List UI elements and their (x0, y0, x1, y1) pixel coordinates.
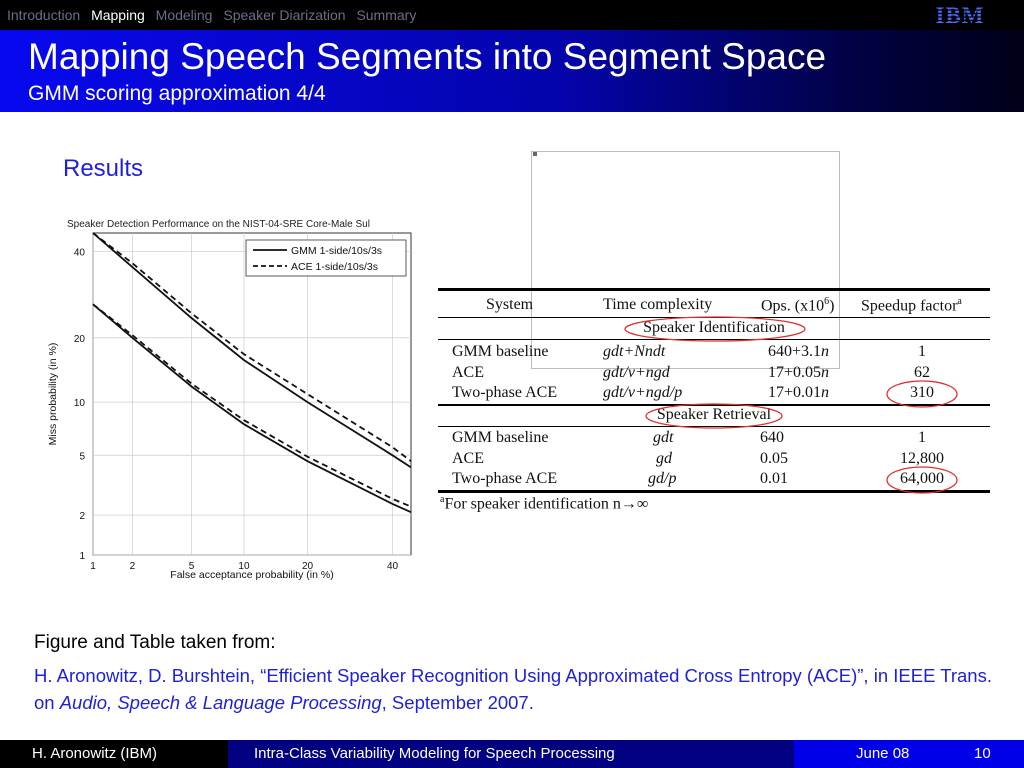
x-tick-label: 20 (302, 561, 314, 572)
y-tick-label: 20 (74, 334, 86, 345)
row2-ace-ops: 0.05 (760, 450, 788, 467)
table-rule-bottom (438, 490, 990, 493)
slide-footer: H. Aronowitz (IBM) Intra-Class Variabili… (0, 740, 1024, 768)
x-tick-label: 5 (189, 561, 195, 572)
slide-subtitle: GMM scoring approximation 4/4 (28, 82, 326, 105)
ibm-logo: IBM (932, 4, 988, 26)
row2-gmm-ops: 640 (760, 429, 784, 446)
header-bar: IBM (510, 0, 1024, 30)
row-ace-ops: 17+0.05n (768, 364, 830, 381)
highlight-speaker-retrieval (645, 403, 783, 429)
highlight-ellipses (624, 316, 958, 494)
row-ace-system: ACE (452, 364, 484, 381)
legend-label-ace: ACE 1-side/10s/3s (291, 261, 378, 273)
x-tick-label: 10 (238, 561, 250, 572)
table-rule-section2 (438, 426, 990, 427)
source-citation: H. Aronowitz, D. Burshtein, “Efficient S… (34, 665, 992, 713)
header-ops: Ops. (x106) (761, 296, 835, 315)
row2-ace-speedup: 12,800 (900, 450, 944, 467)
table-rule-section1 (438, 339, 990, 340)
y-axis-label: Miss probability (in %) (47, 343, 59, 446)
series-line-2 (92, 232, 412, 462)
row2-gmm-complexity: gdt (653, 429, 674, 446)
source-heading: Figure and Table taken from: (34, 632, 276, 653)
row-ace-complexity: gdt/v+ngd (603, 364, 670, 381)
row2-twophase-system: Two-phase ACE (452, 470, 558, 487)
title-bar (0, 30, 1024, 112)
footer-author-box: H. Aronowitz (IBM) (0, 740, 228, 768)
ibm-logo-text: IBM (936, 4, 985, 26)
section-speaker-retrieval: Speaker Retrieval (656, 406, 772, 423)
header-speedup: Speedup factora (861, 296, 962, 315)
x-tick-label: 40 (387, 561, 399, 572)
row-ace-speedup: 62 (914, 364, 930, 381)
footer-date-box: June 08 10 (794, 740, 1024, 768)
nav-item-modeling[interactable]: Modeling (155, 7, 213, 23)
section-speaker-identification: Speaker Identification (643, 319, 785, 336)
figure-placeholder-frame (531, 151, 840, 369)
highlight-64000 (886, 466, 958, 494)
nav-item-speaker-diarization[interactable]: Speaker Diarization (223, 7, 346, 23)
chart-legend: GMM 1-side/10s/3s ACE 1-side/10s/3s (245, 239, 407, 277)
x-tick-label: 2 (130, 561, 136, 572)
y-tick-label: 1 (79, 551, 85, 562)
series-line-3 (92, 303, 412, 514)
footer-date: June 08 (856, 745, 910, 762)
row2-ace-system: ACE (452, 450, 484, 467)
legend-label-gmm: GMM 1-side/10s/3s (291, 245, 382, 257)
highlight-speaker-identification (624, 316, 806, 342)
y-tick-label: 10 (74, 398, 86, 409)
x-tick-label: 1 (90, 561, 96, 572)
row-twophase-complexity: gdt/v+ngd/p (603, 384, 683, 401)
nav-item-introduction[interactable]: Introduction (7, 7, 81, 23)
row-twophase-system: Two-phase ACE (452, 384, 558, 401)
row2-twophase-complexity: gd/p (648, 470, 677, 487)
row-gmm-ops: 640+3.1n (768, 343, 830, 360)
footer-author: H. Aronowitz (IBM) (32, 745, 158, 762)
section-nav: Introduction Mapping Modeling Speaker Di… (0, 0, 510, 30)
chart-title: Speaker Detection Performance on the NIS… (67, 219, 370, 230)
row-twophase-ops: 17+0.01n (768, 384, 830, 401)
row-gmm-speedup: 1 (918, 343, 926, 360)
row2-twophase-ops: 0.01 (760, 470, 788, 487)
footer-talk-title: Intra-Class Variability Modeling for Spe… (254, 745, 615, 762)
row2-gmm-system: GMM baseline (452, 429, 549, 446)
det-chart: Speaker Detection Performance on the NIS… (40, 212, 420, 584)
row-twophase-speedup: 310 (910, 384, 934, 401)
row2-gmm-speedup: 1 (918, 429, 926, 446)
y-tick-label: 40 (74, 248, 86, 259)
series-line-4 (92, 303, 412, 508)
row2-twophase-speedup: 64,000 (900, 470, 944, 487)
table-rule-mid (438, 404, 990, 406)
results-heading: Results (63, 155, 144, 182)
placeholder-marker (533, 152, 537, 156)
table-rule-top (438, 288, 990, 291)
header-system: System (486, 296, 534, 313)
series-line-1 (92, 232, 412, 469)
slide-title: Mapping Speech Segments into Segment Spa… (28, 36, 827, 77)
footer-talk-box: Intra-Class Variability Modeling for Spe… (228, 740, 794, 768)
footer-page-number: 10 (974, 745, 991, 762)
table-footnote: aFor speaker identification n→∞ (440, 494, 649, 513)
y-tick-label: 5 (79, 451, 85, 462)
highlight-310 (886, 380, 958, 408)
header-time-complexity: Time complexity (603, 296, 713, 313)
y-tick-label: 2 (79, 511, 85, 522)
row-gmm-system: GMM baseline (452, 343, 549, 360)
nav-item-mapping[interactable]: Mapping (91, 7, 145, 23)
x-axis-label: False acceptance probability (in %) (170, 569, 333, 581)
row-gmm-complexity: gdt+Nndt (603, 343, 666, 360)
row2-ace-complexity: gd (656, 450, 672, 467)
nav-item-summary[interactable]: Summary (356, 7, 417, 23)
